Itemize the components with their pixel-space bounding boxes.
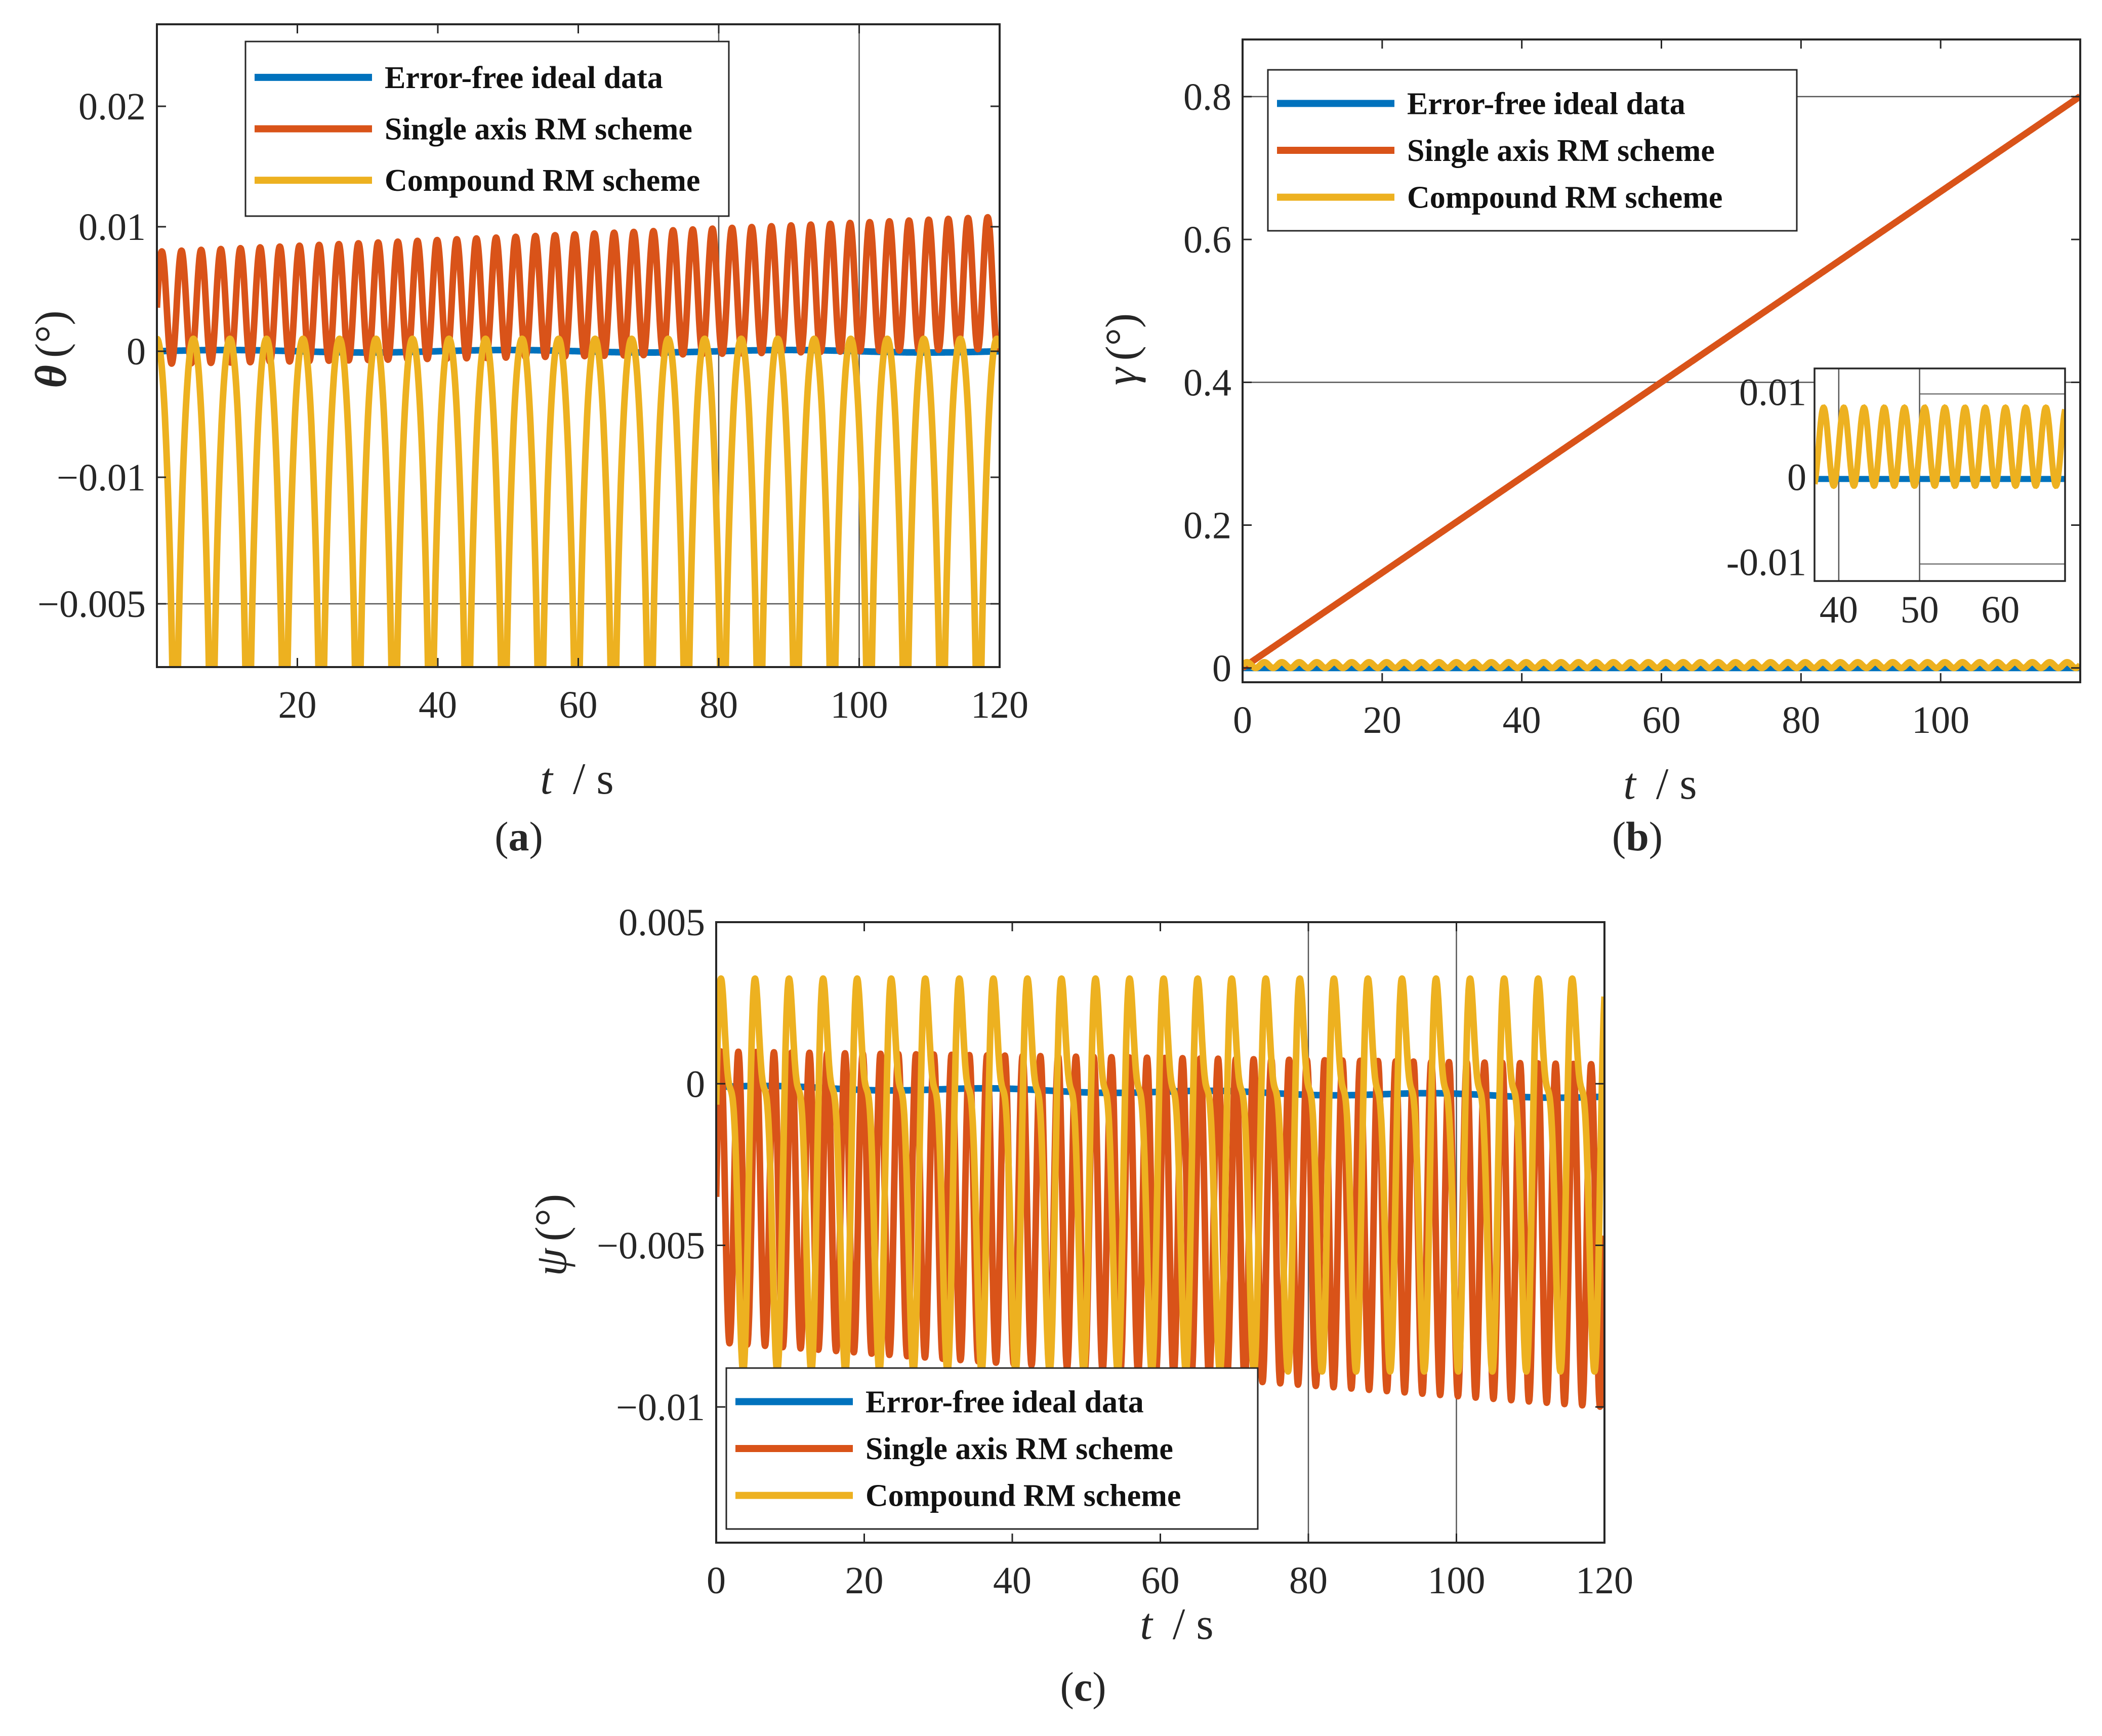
- series-line-1: [157, 214, 1000, 367]
- panel-caption: (b): [1612, 813, 1663, 859]
- y-axis-unit: (°): [1097, 313, 1146, 361]
- legend-label: Error-free ideal data: [1407, 87, 1685, 121]
- inset-y-tick-label: 0.01: [1739, 371, 1806, 414]
- y-tick-label: 0.4: [1183, 361, 1231, 404]
- y-axis-symbol: ψ: [527, 1248, 576, 1276]
- legend-label: Compound RM scheme: [1407, 181, 1722, 215]
- x-axis-label: t / s: [1140, 1600, 1213, 1649]
- panel-caption: (c): [1060, 1664, 1106, 1710]
- legend-label: Compound RM scheme: [385, 163, 700, 198]
- x-tick-label: 120: [1576, 1559, 1633, 1602]
- inset-chart: 40 50 60 0.01 0 -0.01: [1726, 367, 2066, 631]
- x-tick-label: 40: [1503, 699, 1541, 741]
- y-axis-symbol: θ: [27, 365, 76, 388]
- y-tick-label: −0.01: [57, 457, 146, 499]
- y-tick-label: 0.6: [1183, 219, 1231, 261]
- y-axis-label: γ (°): [1097, 313, 1146, 386]
- x-axis-symbol: t: [540, 755, 554, 804]
- inset-series-line-1: [1815, 404, 2065, 489]
- y-tick-label: 0.02: [78, 86, 146, 128]
- x-tick-label: 20: [278, 684, 317, 726]
- legend-label: Error-free ideal data: [865, 1385, 1144, 1419]
- x-tick-label: 80: [1289, 1559, 1328, 1602]
- x-tick-label: 80: [699, 684, 738, 726]
- x-tick-label: 20: [1363, 699, 1402, 741]
- y-tick-label: 0.8: [1183, 76, 1231, 118]
- x-tick-label: 60: [1642, 699, 1681, 741]
- y-axis-unit: (°): [27, 310, 76, 358]
- inset-plot: [1815, 404, 2065, 489]
- x-axis-symbol: t: [1140, 1600, 1153, 1649]
- y-tick-label: 0.01: [78, 206, 146, 249]
- inset-x-tick-label: 60: [1981, 589, 2019, 631]
- series-line-2: [1243, 659, 2080, 672]
- y-tick-label: 0: [1212, 647, 1231, 690]
- y-tick-label: −0.005: [597, 1225, 705, 1267]
- legend-label: Single axis RM scheme: [385, 112, 692, 147]
- x-tick-label: 40: [993, 1559, 1032, 1602]
- legend: Error-free ideal data Single axis RM sche…: [1267, 69, 1798, 232]
- x-axis-label: t / s: [540, 755, 613, 804]
- y-tick-label: 0.2: [1183, 505, 1231, 547]
- legend-label: Single axis RM scheme: [865, 1432, 1173, 1466]
- series-line-0: [157, 347, 1000, 356]
- plot-area-b: [1243, 93, 2080, 672]
- x-tick-label: 60: [559, 684, 598, 726]
- chart-a: 20 40 60 80 100 120 0.02 0.01 0 −0.01 −0.005 θ (°) t /…: [27, 23, 1028, 859]
- plot-area-a: [157, 214, 1000, 667]
- y-tick-label: −0.005: [37, 583, 146, 626]
- y-axis-label: θ (°): [27, 310, 76, 388]
- y-axis-label: ψ (°): [527, 1194, 576, 1276]
- x-tick-label: 0: [707, 1559, 726, 1602]
- x-tick-label: 80: [1782, 699, 1820, 741]
- series-line-2: [716, 975, 1604, 1375]
- y-axis-unit: (°): [527, 1194, 576, 1242]
- x-tick-label: 100: [831, 684, 888, 726]
- y-tick-label: 0: [127, 330, 146, 373]
- inset-y-tick-label: 0: [1787, 456, 1806, 499]
- chart-c: 0 20 40 60 80 100 120 0.005 0 −0.005 −0.01 ψ (°) t / s…: [527, 901, 1633, 1710]
- inset-x-tick-label: 40: [1820, 589, 1858, 631]
- x-tick-label: 120: [971, 684, 1028, 726]
- x-axis-unit: / s: [573, 755, 614, 804]
- legend: Error-free ideal data Single axis RM sche…: [725, 1367, 1259, 1530]
- x-axis-unit: / s: [1173, 1600, 1214, 1649]
- legend-label: Error-free ideal data: [385, 61, 663, 95]
- inset-y-tick-label: -0.01: [1726, 541, 1806, 584]
- chart-b: 0 20 40 60 80 100 0 0.2 0.4 0.6 0.8 γ (°) t / s(b) Erro…: [1097, 38, 2081, 859]
- x-tick-label: 60: [1141, 1559, 1180, 1602]
- series-line-1: [1243, 93, 2080, 671]
- legend: Error-free ideal data Single axis RM sche…: [244, 40, 730, 217]
- y-axis-symbol: γ: [1097, 366, 1146, 385]
- panel-caption: (a): [494, 813, 543, 859]
- x-axis-unit: / s: [1656, 760, 1697, 809]
- y-tick-label: −0.01: [616, 1386, 705, 1429]
- x-tick-label: 100: [1428, 1559, 1486, 1602]
- inset-box: [1814, 367, 2066, 582]
- x-axis-symbol: t: [1623, 760, 1637, 809]
- y-tick-label: 0: [686, 1063, 705, 1105]
- x-axis-label: t / s: [1623, 760, 1697, 809]
- legend-label: Compound RM scheme: [865, 1479, 1181, 1513]
- x-tick-label: 100: [1912, 699, 1969, 741]
- series-line-2: [157, 335, 1000, 667]
- y-tick-label: 0.005: [619, 901, 705, 944]
- legend-label: Single axis RM scheme: [1407, 134, 1715, 168]
- x-tick-label: 20: [845, 1559, 884, 1602]
- x-tick-label: 0: [1233, 699, 1252, 741]
- inset-x-tick-label: 50: [1901, 589, 1939, 631]
- plot-area-c: [716, 975, 1604, 1410]
- x-tick-label: 40: [419, 684, 457, 726]
